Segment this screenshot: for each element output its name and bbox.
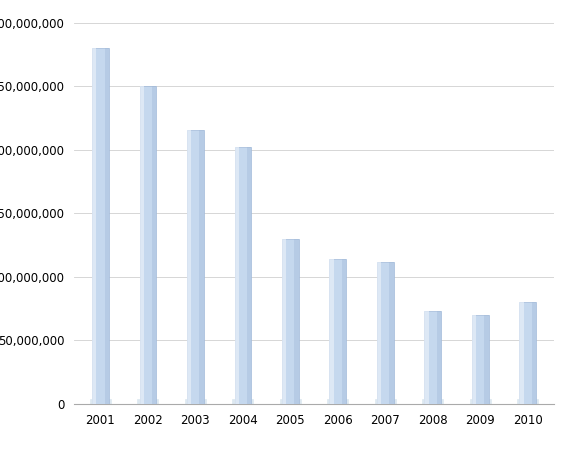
Bar: [232, 399, 254, 406]
Bar: [472, 315, 489, 404]
Bar: [199, 129, 204, 404]
Bar: [329, 259, 346, 404]
Bar: [520, 302, 536, 404]
Bar: [472, 315, 476, 404]
Bar: [92, 48, 96, 404]
Bar: [187, 129, 204, 404]
Bar: [532, 302, 536, 404]
Bar: [104, 48, 108, 404]
Bar: [139, 86, 144, 404]
Bar: [520, 302, 524, 404]
Bar: [138, 399, 158, 406]
Bar: [185, 399, 206, 406]
Bar: [389, 262, 393, 404]
Bar: [517, 399, 538, 406]
Bar: [484, 315, 489, 404]
Bar: [424, 311, 429, 404]
Bar: [423, 399, 443, 406]
Bar: [437, 311, 441, 404]
Bar: [235, 147, 251, 404]
Bar: [139, 86, 156, 404]
Bar: [342, 259, 346, 404]
Bar: [295, 239, 299, 404]
Bar: [187, 129, 191, 404]
Bar: [375, 399, 396, 406]
Bar: [282, 239, 299, 404]
Bar: [424, 311, 441, 404]
Bar: [280, 399, 301, 406]
Bar: [377, 262, 381, 404]
Bar: [92, 48, 108, 404]
Bar: [470, 399, 490, 406]
Bar: [235, 147, 239, 404]
Bar: [327, 399, 348, 406]
Bar: [247, 147, 251, 404]
Bar: [282, 239, 286, 404]
Bar: [152, 86, 156, 404]
Bar: [329, 259, 333, 404]
Bar: [90, 399, 111, 406]
Bar: [377, 262, 393, 404]
